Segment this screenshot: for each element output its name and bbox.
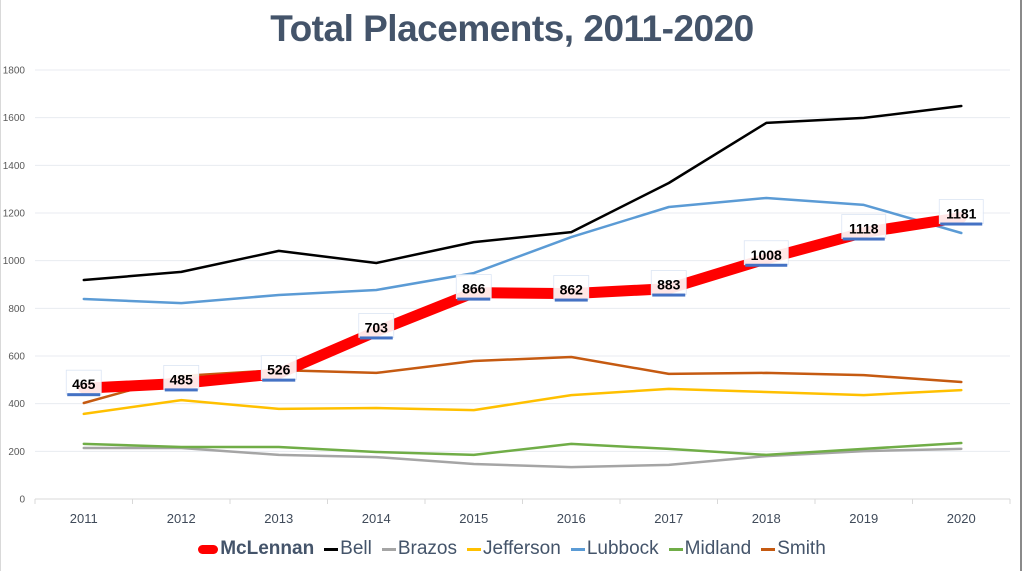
data-label-underline [652, 293, 686, 297]
series-line-mclennan [78, 212, 967, 394]
legend-item-smith: Smith [761, 538, 826, 560]
legend-item-mclennan: McLennan [198, 538, 314, 560]
data-label: 465 [72, 376, 96, 392]
data-label-underline [359, 336, 393, 340]
data-labels: 465 485 526 703 866 862 883 1008 1118 1181 [65, 199, 984, 397]
y-tick-label: 1800 [3, 66, 26, 77]
legend-swatch [198, 544, 219, 554]
legend-label: Brazos [397, 538, 457, 559]
x-tick-label: 2020 [947, 511, 976, 526]
series-line-jefferson [82, 387, 963, 416]
y-tick-label: 400 [8, 399, 25, 410]
data-label-box [65, 369, 102, 395]
frame-right-border [1020, 0, 1022, 571]
legend-label: McLennan [220, 538, 315, 559]
x-tick-label: 2018 [752, 511, 781, 526]
data-label: 526 [267, 362, 291, 378]
series-lines [78, 104, 967, 469]
data-label-underline [554, 298, 588, 302]
y-tick-label: 1400 [3, 161, 26, 172]
data-label-box [650, 270, 687, 295]
legend-label: Smith [777, 538, 826, 559]
legend-item-midland: Midland [668, 538, 752, 560]
legend-label: Lubbock [586, 538, 659, 559]
data-label: 485 [170, 371, 194, 387]
data-label-box [163, 365, 200, 390]
x-tick-label: 2016 [557, 511, 586, 526]
data-label-box [455, 274, 492, 300]
gridlines [35, 69, 1010, 500]
y-tick-label: 1000 [3, 256, 26, 267]
data-label-box [260, 355, 297, 381]
x-tick-label: 2013 [264, 511, 293, 526]
legend-swatch [761, 547, 776, 551]
data-label-underline [164, 388, 198, 392]
data-label-underline [67, 393, 101, 397]
chart-title: Total Placements, 2011-2020 [270, 8, 754, 49]
legend-swatch [467, 547, 481, 551]
x-axis: 2011 2012 2013 2014 2015 2016 2017 2018 2019 2020 [34, 499, 1011, 526]
data-label-box [358, 313, 395, 338]
x-tick-label: 2019 [849, 511, 878, 526]
legend-item-jefferson: Jefferson [467, 538, 561, 560]
y-tick-label: 1200 [3, 209, 26, 220]
legend-item-lubbock: Lubbock [570, 538, 659, 560]
data-label: 862 [560, 282, 584, 298]
data-label-underline [940, 222, 983, 226]
frame-left-border [0, 0, 1, 571]
legend-swatch [570, 547, 585, 551]
data-label-box [553, 275, 590, 300]
data-label-underline [842, 237, 885, 241]
series-line-brazos [82, 446, 963, 469]
legend-label: Bell [340, 538, 372, 559]
y-axis-ticks: 0 200 400 600 800 1000 1200 1400 1600 1800 [3, 66, 26, 506]
y-tick-label: 600 [8, 352, 25, 363]
data-label: 883 [657, 277, 681, 293]
legend-item-brazos: Brazos [381, 538, 457, 560]
legend-swatch [668, 547, 683, 551]
series-line-bell [82, 104, 963, 282]
x-tick-label: 2012 [167, 511, 196, 526]
x-tick-label: 2015 [459, 511, 488, 526]
data-label-box [743, 240, 789, 266]
y-tick-label: 1600 [3, 113, 26, 124]
y-tick-label: 200 [8, 447, 25, 458]
y-tick-label: 800 [8, 304, 25, 315]
legend-label: Midland [684, 538, 752, 559]
data-label: 866 [462, 281, 486, 297]
legend-label: Jefferson [483, 538, 561, 559]
x-tick-label: 2014 [362, 511, 391, 526]
legend-swatch [381, 547, 396, 551]
data-label: 1008 [751, 247, 782, 263]
data-label: 1181 [946, 206, 977, 222]
x-tick-label: 2011 [70, 511, 98, 526]
series-line-midland [82, 441, 963, 457]
data-label-underline [262, 378, 296, 382]
data-label: 703 [365, 319, 389, 335]
data-label-underline [745, 263, 788, 267]
data-label-underline [457, 297, 491, 301]
legend-swatch [324, 547, 339, 551]
legend: McLennan Bell Brazos Jefferson Lubbock Midlan… [0, 538, 1024, 560]
data-label: 1118 [849, 221, 879, 237]
data-label-box [938, 199, 984, 224]
series-line-lubbock [82, 196, 963, 305]
y-tick-label: 0 [19, 495, 25, 506]
legend-item-bell: Bell [324, 538, 372, 560]
x-tick-label: 2017 [654, 511, 683, 526]
